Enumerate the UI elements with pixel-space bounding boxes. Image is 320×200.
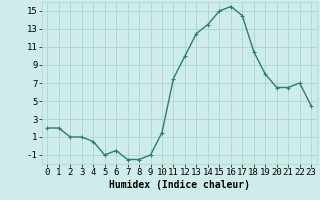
X-axis label: Humidex (Indice chaleur): Humidex (Indice chaleur) (109, 180, 250, 190)
